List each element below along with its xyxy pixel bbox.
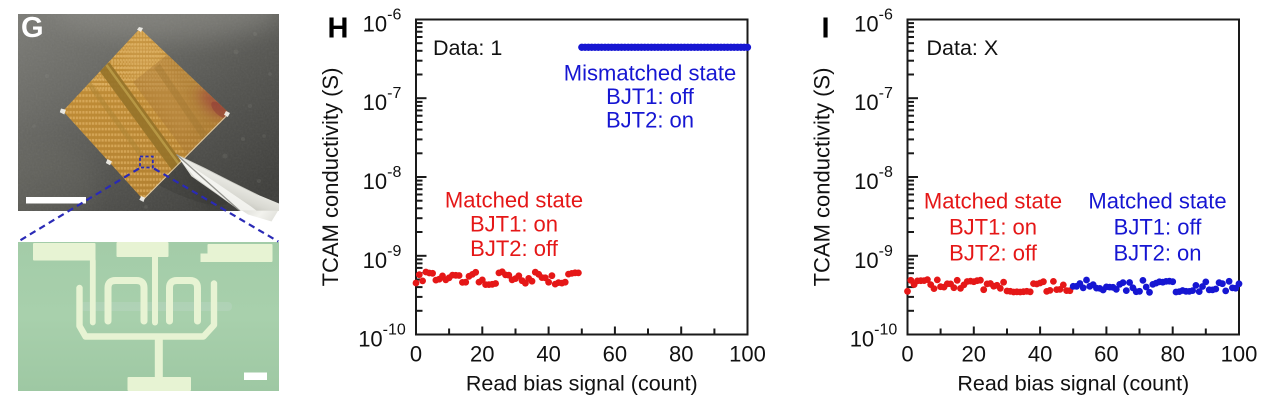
svg-text:10-8: 10-8 — [854, 164, 893, 194]
svg-text:100: 100 — [1221, 342, 1258, 367]
svg-text:20: 20 — [962, 342, 986, 367]
svg-text:20: 20 — [470, 342, 494, 367]
svg-text:TCAM conductivity (S): TCAM conductivity (S) — [810, 68, 835, 287]
svg-text:10-10: 10-10 — [850, 322, 898, 352]
svg-text:0: 0 — [901, 342, 913, 367]
svg-text:10-6: 10-6 — [854, 7, 893, 37]
svg-text:Matched state: Matched state — [445, 187, 583, 212]
svg-text:Read bias signal (count): Read bias signal (count) — [466, 372, 698, 396]
svg-text:BJT2: on: BJT2: on — [606, 107, 694, 132]
svg-text:0: 0 — [410, 342, 422, 367]
svg-text:Data: X: Data: X — [927, 36, 999, 60]
svg-text:Data: 1: Data: 1 — [433, 36, 502, 60]
svg-text:BJT1: off: BJT1: off — [1114, 214, 1203, 239]
svg-text:BJT2: on: BJT2: on — [1113, 240, 1201, 265]
svg-text:10-7: 10-7 — [854, 85, 893, 115]
svg-text:80: 80 — [669, 342, 693, 367]
svg-text:80: 80 — [1160, 342, 1184, 367]
svg-text:10-6: 10-6 — [363, 7, 402, 37]
svg-text:BJT2: off: BJT2: off — [949, 240, 1038, 265]
svg-text:BJT1: on: BJT1: on — [470, 212, 558, 237]
svg-text:BJT1: off: BJT1: off — [606, 84, 695, 109]
svg-text:100: 100 — [729, 342, 766, 367]
svg-text:H: H — [328, 13, 349, 45]
svg-text:60: 60 — [1094, 342, 1118, 367]
svg-text:TCAM conductivity (S): TCAM conductivity (S) — [318, 68, 343, 287]
svg-text:G: G — [21, 14, 44, 44]
svg-text:Matched state: Matched state — [924, 188, 1062, 213]
svg-text:Mismatched state: Mismatched state — [564, 60, 736, 85]
svg-text:I: I — [822, 13, 830, 45]
svg-text:BJT1: on: BJT1: on — [949, 214, 1037, 239]
svg-text:Read bias signal (count): Read bias signal (count) — [957, 372, 1189, 396]
svg-text:BJT2: off: BJT2: off — [470, 236, 559, 261]
svg-text:10-10: 10-10 — [358, 322, 406, 352]
svg-text:10-7: 10-7 — [363, 85, 402, 115]
svg-text:10-9: 10-9 — [854, 243, 893, 273]
svg-text:40: 40 — [1028, 342, 1052, 367]
svg-text:10-8: 10-8 — [363, 164, 402, 194]
svg-text:10-9: 10-9 — [363, 243, 402, 273]
svg-text:Matched state: Matched state — [1088, 188, 1226, 213]
svg-text:40: 40 — [536, 342, 560, 367]
svg-text:60: 60 — [603, 342, 627, 367]
